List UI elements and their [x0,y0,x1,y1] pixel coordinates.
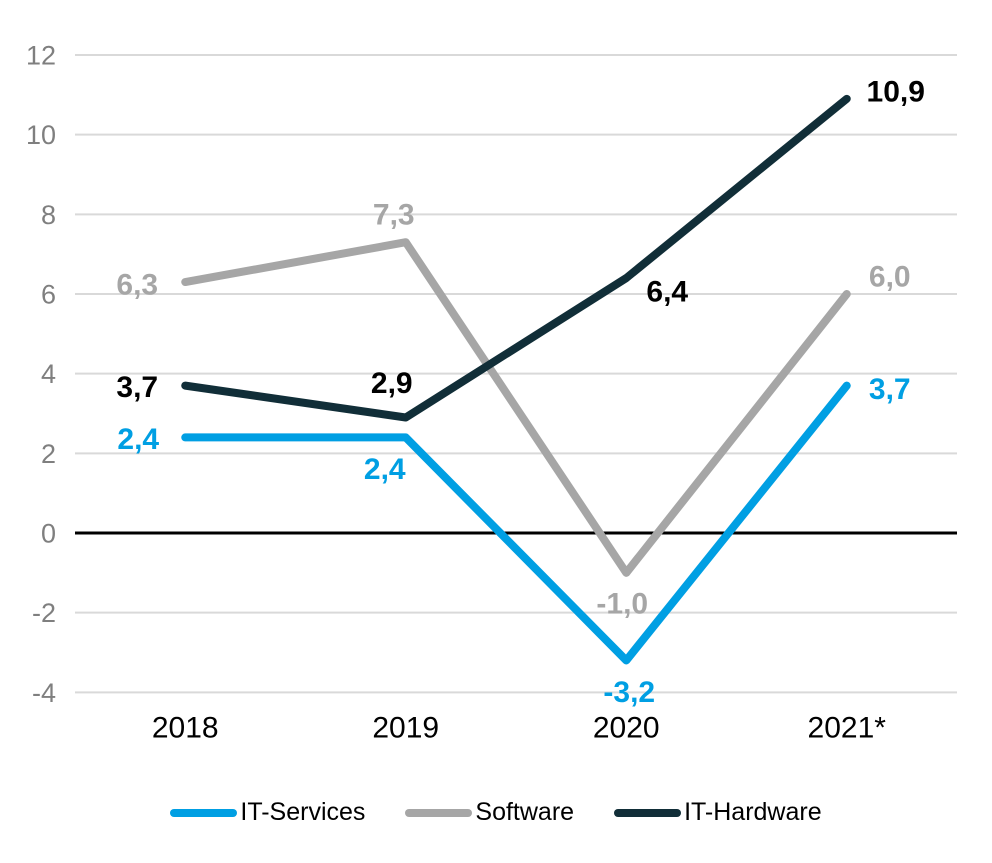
x-tick-label: 2018 [152,712,219,745]
data-label-it-hardware-2020: 6,4 [646,276,688,309]
legend-label-it-hardware: IT-Hardware [684,798,822,826]
legend: IT-Services Software IT-Hardware [0,798,992,827]
legend-item-it-services: IT-Services [170,798,365,827]
legend-swatch-software [405,808,473,817]
y-tick-label: 0 [41,518,56,548]
data-label-it-services-2018: 2,4 [117,423,159,456]
y-tick-label: 4 [41,359,56,389]
y-tick-label: 6 [41,279,56,309]
data-label-software-2020: -1,0 [596,587,648,620]
legend-swatch-it-services [170,808,238,817]
legend-label-it-services: IT-Services [240,798,366,826]
data-label-it-services-2021: 3,7 [869,373,911,406]
legend-item-software: Software [405,798,574,827]
y-tick-label: 2 [41,439,56,469]
x-tick-label: 2021* [808,712,887,745]
series-line-software [181,238,851,577]
y-tick-label: -4 [32,678,56,708]
data-label-software-2019: 7,3 [373,199,415,232]
series-line-it-services [181,381,851,665]
series-line-it-hardware [181,94,851,422]
data-label-it-hardware-2018: 3,7 [116,371,158,404]
data-label-it-services-2019: 2,4 [364,453,406,486]
y-tick-label: 12 [26,40,56,70]
x-tick-label: 2020 [593,712,660,745]
data-label-it-hardware-2021: 10,9 [867,75,925,108]
y-tick-label: 10 [26,120,56,150]
data-label-software-2021: 6,0 [869,261,911,294]
legend-swatch-it-hardware [614,808,682,817]
legend-label-software: Software [475,798,575,826]
line-chart: 12 10 8 6 4 2 0 -2 -4 2018 2019 2020 2021* 2,4 2,4 -3,2… [26,40,957,745]
x-tick-label: 2019 [372,712,439,745]
data-label-software-2018: 6,3 [116,269,158,302]
data-label-it-hardware-2019: 2,9 [371,367,413,400]
y-tick-label: -2 [32,598,56,628]
legend-item-it-hardware: IT-Hardware [614,798,822,827]
data-label-it-services-2020: -3,2 [603,676,655,709]
y-tick-label: 8 [41,200,56,230]
